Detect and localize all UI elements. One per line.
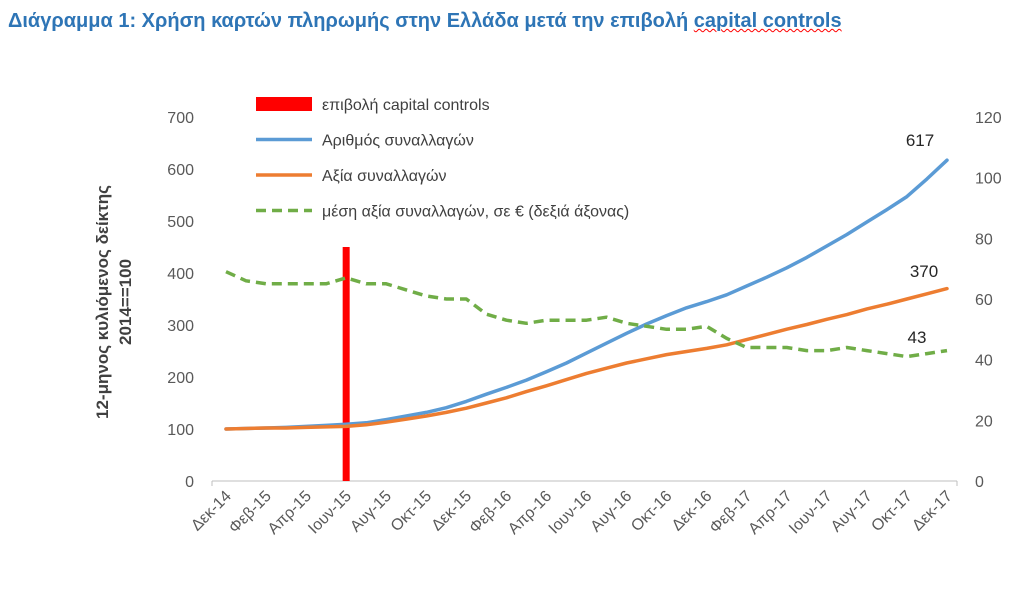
chart-title-main: Διάγραμμα 1: Χρήση καρτών πληρωμής στην … <box>8 10 694 32</box>
end-data-label: 370 <box>910 262 938 281</box>
legend: επιβολή capital controls Αριθμός συναλλαγ… <box>256 97 629 221</box>
x-axis-tick-label: Απρ-17 <box>745 488 795 538</box>
y2-axis-tick-label: 20 <box>975 413 993 430</box>
legend-label: μέση αξία συναλλαγών, σε € (δεξιά άξονας… <box>322 204 629 221</box>
y-axis-tick-label: 400 <box>167 266 194 283</box>
series-line-1 <box>224 158 949 431</box>
x-axis-tick-label: Οκτ-15 <box>388 488 435 535</box>
y2-axis-tick-label: 0 <box>975 474 984 491</box>
x-axis-tick-label: Ιουν-17 <box>786 488 836 538</box>
y-axis-tick-label: 200 <box>167 370 194 387</box>
x-axis-tick-label: Ιουν-15 <box>305 488 355 538</box>
x-axis-tick-label: Ιουν-16 <box>546 488 596 538</box>
y-axis-tick-label: 700 <box>167 110 194 127</box>
y-axis-title-line1: 12-μηνος κυλιόμενος δείκτης <box>93 185 112 419</box>
legend-label: επιβολή capital controls <box>322 97 490 114</box>
legend-swatch <box>256 97 312 111</box>
y2-axis-tick-label: 100 <box>975 171 1002 188</box>
y-axis-tick-label: 500 <box>167 214 194 231</box>
y2-axis-tick-label: 60 <box>975 292 993 309</box>
x-axis-tick-label: Οκτ-17 <box>868 488 915 535</box>
x-axis-tick-label: Αυγ-17 <box>828 488 876 536</box>
y-axis-tick-label: 100 <box>167 422 194 439</box>
y-axis-title-line2: 2014==100 <box>116 259 135 345</box>
x-axis-tick-label: Αυγ-15 <box>347 488 395 536</box>
y2-axis-tick-label: 80 <box>975 231 993 248</box>
legend-label: Αριθμός συναλλαγών <box>322 133 474 150</box>
y-axis-tick-label: 0 <box>185 474 194 491</box>
plot-area: 617 370 43 <box>224 131 949 481</box>
chart-title-underlined: capital controls <box>693 10 842 32</box>
x-axis-tick-label: Απρ-15 <box>265 488 315 538</box>
end-data-label: 617 <box>906 131 934 150</box>
x-axis-tick-label: Δεκ-17 <box>909 488 956 535</box>
x-axis-tick-label: Αυγ-16 <box>588 488 636 536</box>
y-axis-tick-label: 300 <box>167 318 194 335</box>
y-axis-tick-label: 600 <box>167 162 194 179</box>
series-line-2 <box>224 286 949 431</box>
y2-axis-tick-label: 40 <box>975 353 993 370</box>
x-axis-tick-label: Οκτ-16 <box>628 488 675 535</box>
chart-title: Διάγραμμα 1: Χρήση καρτών πληρωμής στην … <box>8 10 842 33</box>
y2-axis-tick-label: 120 <box>975 110 1002 127</box>
end-data-label: 43 <box>908 328 927 347</box>
x-axis-tick-label: Απρ-16 <box>505 488 555 538</box>
legend-label: Αξία συναλλαγών <box>322 168 446 185</box>
series-line-3 <box>225 270 948 359</box>
